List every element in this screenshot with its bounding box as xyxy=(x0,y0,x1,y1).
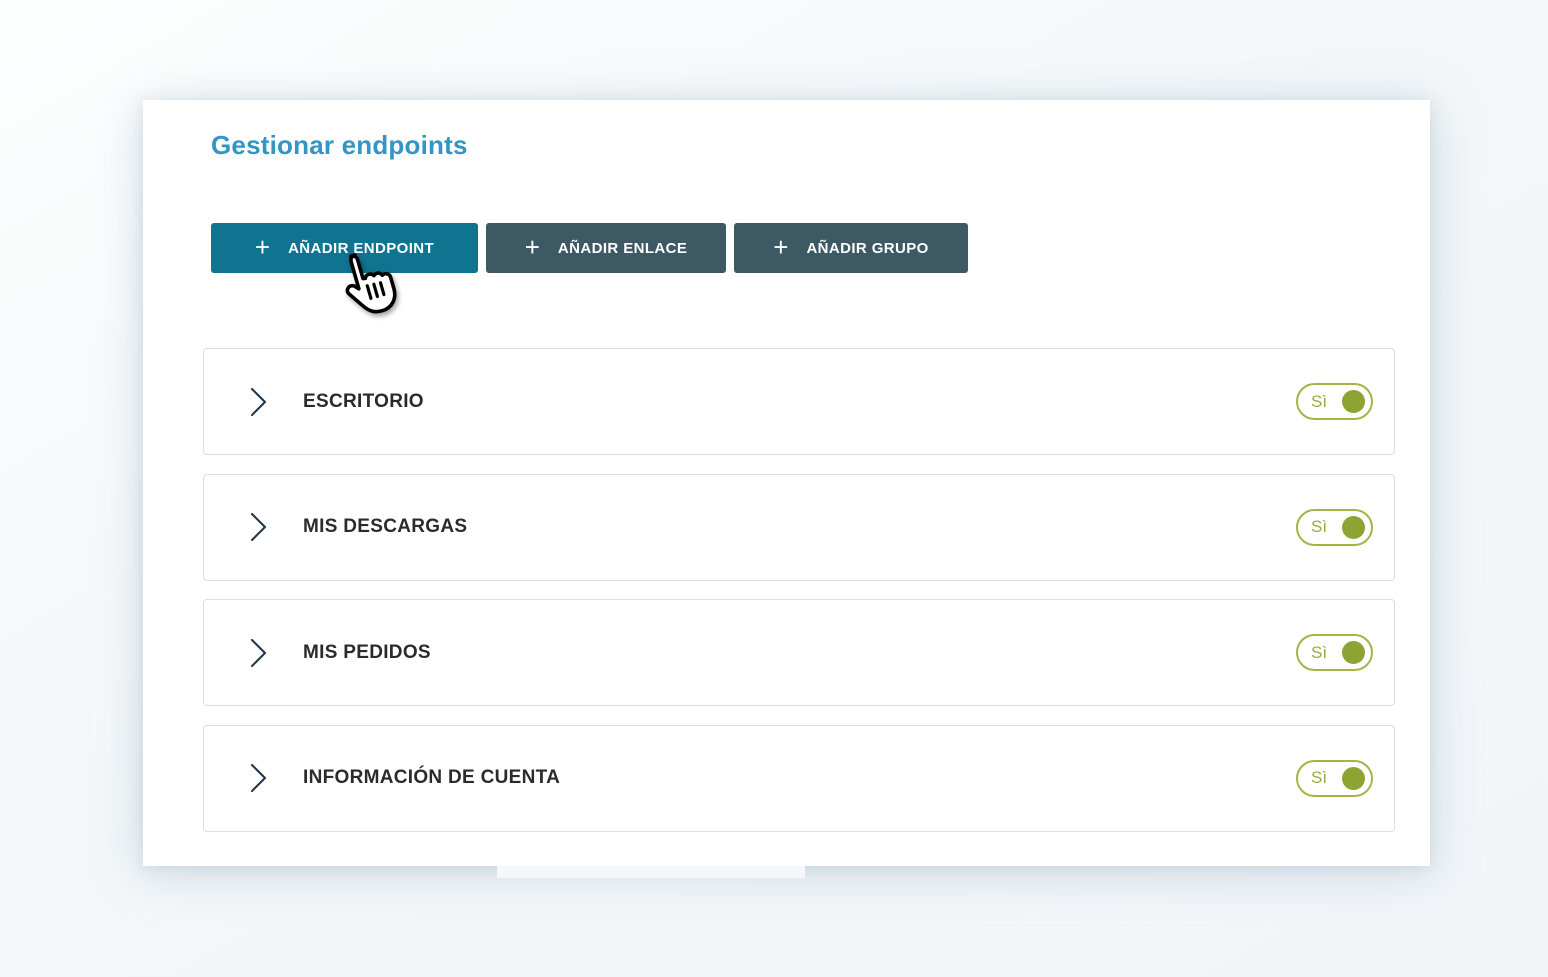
toggle-switch[interactable]: Sì xyxy=(1296,634,1373,671)
toggle-knob xyxy=(1342,641,1365,664)
toggle-label: Sì xyxy=(1311,768,1328,787)
plus-icon: + xyxy=(254,231,271,262)
page-title: Gestionar endpoints xyxy=(211,130,468,160)
chevron-right-icon xyxy=(249,762,269,794)
row-label: MIS PEDIDOS xyxy=(303,641,431,663)
plus-icon: + xyxy=(524,231,540,262)
toggle-label: Sì xyxy=(1311,642,1328,662)
chevron-right-icon xyxy=(249,386,269,418)
toolbar: + AÑADIR ENDPOINT + AÑADIR ENLACE + AÑAD… xyxy=(211,223,968,273)
row-label: INFORMACIÓN DE CUENTA xyxy=(303,767,561,788)
plus-icon: + xyxy=(773,231,789,262)
chevron-right-icon xyxy=(249,637,269,669)
toggle-knob xyxy=(1342,766,1365,790)
toggle-switch[interactable]: Sì xyxy=(1296,383,1373,420)
accordion-row-escritorio[interactable]: ESCRITORIO Sì xyxy=(203,348,1395,455)
add-link-button[interactable]: + AÑADIR ENLACE xyxy=(486,223,726,273)
row-label: MIS DESCARGAS xyxy=(303,516,468,537)
toggle-label: Sì xyxy=(1311,517,1328,536)
chevron-right-icon xyxy=(249,511,269,543)
toggle-knob xyxy=(1342,390,1365,413)
endpoints-card: Gestionar endpoints + AÑADIR ENDPOINT + … xyxy=(143,100,1430,866)
toggle-knob xyxy=(1342,515,1365,539)
toggle-label: Sì xyxy=(1311,391,1328,411)
add-group-button[interactable]: + AÑADIR GRUPO xyxy=(734,223,968,273)
add-group-label: AÑADIR GRUPO xyxy=(806,239,929,257)
accordion-row-informacion-de-cuenta[interactable]: INFORMACIÓN DE CUENTA Sì xyxy=(203,724,1395,832)
accordion-row-mis-descargas[interactable]: MIS DESCARGAS Sì xyxy=(203,473,1395,581)
add-link-label: AÑADIR ENLACE xyxy=(557,239,688,257)
background-peek-element xyxy=(497,866,805,878)
toggle-switch[interactable]: Sì xyxy=(1296,508,1373,546)
add-endpoint-label: AÑADIR ENDPOINT xyxy=(288,239,435,257)
toggle-switch[interactable]: Sì xyxy=(1296,759,1373,797)
row-label: ESCRITORIO xyxy=(303,390,424,412)
add-endpoint-button[interactable]: + AÑADIR ENDPOINT xyxy=(211,223,478,273)
accordion-row-mis-pedidos[interactable]: MIS PEDIDOS Sì xyxy=(203,599,1395,706)
endpoints-accordion: ESCRITORIO Sì MIS DESCARGAS Sì MIS PEDID… xyxy=(203,348,1395,832)
